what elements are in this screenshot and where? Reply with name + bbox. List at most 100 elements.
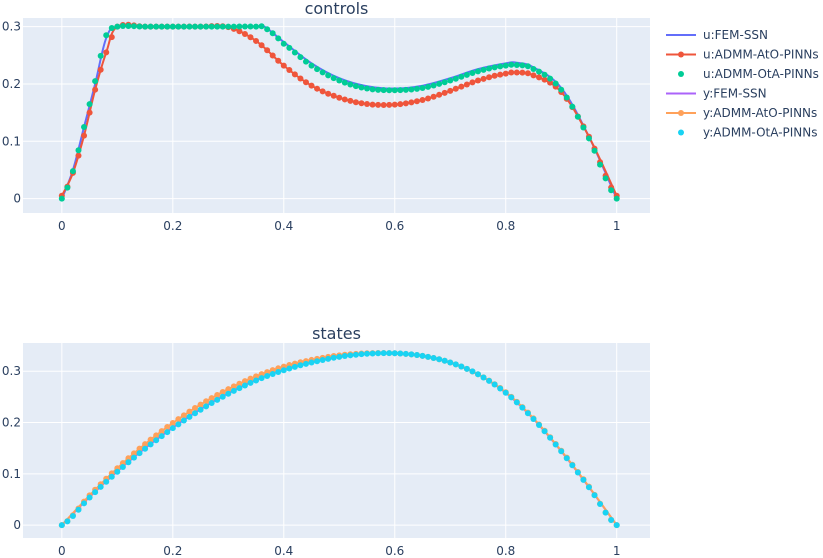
data-point bbox=[341, 96, 348, 103]
y-tick-label: 0.3 bbox=[2, 20, 21, 34]
data-point bbox=[81, 500, 88, 507]
data-point bbox=[325, 355, 332, 362]
data-point bbox=[280, 367, 287, 374]
data-point bbox=[497, 71, 504, 78]
data-point bbox=[241, 378, 248, 385]
data-point bbox=[425, 95, 432, 102]
data-point bbox=[436, 91, 443, 98]
data-point bbox=[563, 94, 570, 101]
data-point bbox=[547, 75, 554, 82]
data-point bbox=[347, 97, 354, 104]
data-point bbox=[214, 23, 221, 30]
data-point bbox=[297, 75, 304, 82]
data-point bbox=[219, 23, 226, 30]
x-tick-label: 0.8 bbox=[496, 544, 515, 558]
data-point bbox=[519, 62, 526, 69]
data-point bbox=[275, 57, 282, 64]
chart-title: controls bbox=[305, 0, 369, 18]
data-point bbox=[147, 23, 154, 30]
data-point bbox=[447, 77, 454, 84]
data-point bbox=[486, 65, 493, 72]
data-point bbox=[330, 354, 337, 361]
data-point bbox=[474, 68, 481, 75]
data-point bbox=[541, 428, 548, 435]
data-point bbox=[585, 484, 592, 491]
data-point bbox=[397, 350, 404, 357]
data-point bbox=[580, 124, 587, 131]
data-point bbox=[169, 420, 176, 427]
data-point bbox=[92, 78, 99, 85]
data-point bbox=[186, 23, 193, 30]
data-point bbox=[536, 421, 543, 428]
data-point bbox=[502, 70, 509, 77]
data-point bbox=[569, 462, 576, 469]
data-point bbox=[508, 394, 515, 401]
data-point bbox=[574, 469, 581, 476]
data-point bbox=[441, 89, 448, 96]
data-point bbox=[369, 101, 376, 108]
data-point bbox=[108, 25, 115, 32]
data-point bbox=[236, 23, 243, 30]
data-point bbox=[291, 71, 298, 78]
data-point bbox=[585, 135, 592, 142]
data-point bbox=[591, 147, 598, 154]
series-u:ADMM-OtA-PINNs bbox=[58, 22, 620, 202]
data-point bbox=[180, 412, 187, 419]
legend-item[interactable]: u:ADMM-OtA-PINNs bbox=[678, 67, 819, 81]
data-point bbox=[469, 368, 476, 375]
data-point bbox=[280, 62, 287, 69]
data-point bbox=[81, 132, 88, 139]
data-point bbox=[241, 23, 248, 30]
legend-item[interactable]: y:ADMM-OtA-PINNs bbox=[678, 126, 818, 140]
data-point bbox=[275, 35, 282, 42]
data-point bbox=[186, 413, 193, 420]
data-point bbox=[186, 408, 193, 415]
data-point bbox=[241, 31, 248, 38]
data-point bbox=[513, 69, 520, 76]
data-point bbox=[369, 86, 376, 93]
data-point bbox=[441, 79, 448, 86]
data-point bbox=[541, 76, 548, 83]
data-point bbox=[58, 522, 65, 529]
data-point bbox=[75, 152, 82, 159]
data-point bbox=[136, 450, 143, 457]
data-point bbox=[197, 23, 204, 30]
legend[interactable]: u:FEM-SSN u:ADMM-AtO-PINNs u:ADMM-OtA-PINN… bbox=[666, 28, 819, 140]
data-point bbox=[119, 463, 126, 470]
data-point bbox=[491, 72, 498, 79]
legend-item[interactable]: u:FEM-SSN bbox=[666, 28, 768, 42]
data-point bbox=[286, 67, 293, 74]
data-point bbox=[402, 86, 409, 93]
data-point bbox=[302, 79, 309, 86]
x-tick-label: 0.6 bbox=[385, 544, 404, 558]
data-point bbox=[81, 123, 88, 130]
data-point bbox=[613, 195, 620, 202]
y-tick-label: 0 bbox=[13, 192, 21, 206]
data-point bbox=[180, 23, 187, 30]
data-point bbox=[314, 358, 321, 365]
data-point bbox=[86, 494, 93, 501]
legend-item[interactable]: u:ADMM-AtO-PINNs bbox=[666, 48, 819, 62]
legend-item[interactable]: y:ADMM-AtO-PINNs bbox=[666, 106, 817, 120]
legend-item[interactable]: y:FEM-SSN bbox=[666, 87, 767, 101]
legend-swatch-marker bbox=[678, 110, 684, 116]
legend-label: y:ADMM-AtO-PINNs bbox=[703, 106, 817, 120]
data-point bbox=[314, 85, 321, 92]
data-point bbox=[436, 80, 443, 87]
data-point bbox=[430, 93, 437, 100]
legend-swatch-marker bbox=[678, 51, 684, 58]
data-point bbox=[497, 63, 504, 70]
data-point bbox=[280, 40, 287, 47]
data-point bbox=[358, 100, 365, 107]
data-point bbox=[375, 86, 382, 93]
data-point bbox=[319, 356, 326, 363]
data-point bbox=[558, 86, 565, 93]
data-point bbox=[275, 369, 282, 376]
data-point bbox=[264, 26, 271, 33]
data-point bbox=[297, 362, 304, 369]
data-point bbox=[386, 101, 393, 108]
data-point bbox=[524, 410, 531, 417]
data-point bbox=[541, 71, 548, 78]
data-point bbox=[130, 454, 137, 461]
data-point bbox=[253, 377, 260, 384]
